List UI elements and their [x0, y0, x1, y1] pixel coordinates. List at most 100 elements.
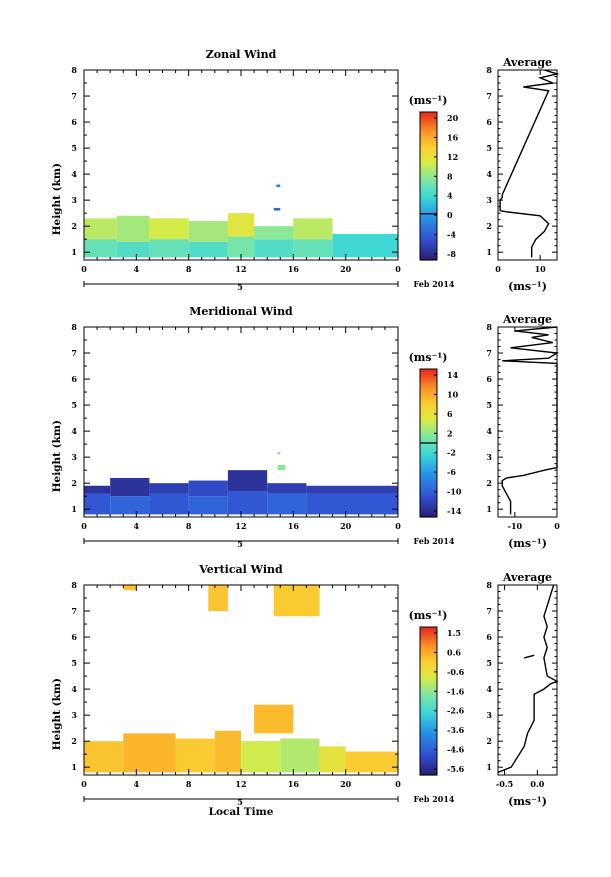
colorbar-segment — [420, 486, 437, 490]
x-tick-label: 0 — [395, 264, 401, 274]
colorbar-segment — [420, 510, 437, 513]
colorbar-segment — [420, 378, 437, 382]
colorbar-segment — [420, 647, 437, 651]
colorbar-segment — [420, 514, 437, 518]
x-tick-label: 4 — [134, 779, 140, 789]
colorbar-unit: (ms⁻¹) — [409, 351, 448, 364]
y-tick-label: 1 — [71, 504, 77, 514]
profile-y-tick-label: 2 — [486, 221, 492, 231]
y-axis-label: Height (km) — [51, 420, 63, 492]
profile-line-segment — [524, 654, 535, 659]
heatmap-cell — [208, 585, 228, 612]
panel-title: Vertical Wind — [198, 563, 283, 576]
colorbar-segment — [420, 176, 437, 180]
y-tick-label: 5 — [71, 143, 77, 153]
y-tick-label: 4 — [71, 426, 77, 436]
colorbar-segment — [420, 199, 437, 203]
colorbar-segment — [420, 146, 437, 150]
colorbar-segment — [420, 682, 437, 686]
colorbar-segment — [420, 466, 437, 470]
colorbar-segment — [420, 633, 437, 637]
colorbar-segment — [420, 631, 437, 635]
heatmap-cell — [319, 746, 346, 773]
colorbar-segment — [420, 422, 437, 426]
heatmap-cell — [241, 741, 281, 773]
y-tick-label: 6 — [71, 117, 77, 127]
colorbar-segment — [420, 733, 437, 737]
colorbar-segment — [420, 172, 437, 176]
colorbar-segment — [420, 719, 437, 723]
colorbar-segment — [420, 137, 437, 141]
colorbar-segment — [420, 431, 437, 435]
colorbar-segment — [420, 204, 437, 208]
colorbar-segment — [420, 241, 437, 245]
colorbar-segment — [420, 440, 437, 444]
colorbar-segment — [420, 153, 437, 157]
profile-y-tick-label: 6 — [486, 632, 492, 642]
colorbar-segment — [420, 227, 437, 231]
heatmap-cell — [188, 480, 228, 497]
colorbar-segment — [420, 756, 437, 760]
colorbar-segment — [420, 744, 437, 748]
colorbar-segment — [420, 454, 437, 458]
colorbar-segment — [420, 223, 437, 226]
colorbar-segment — [420, 445, 437, 449]
colorbar-segment — [420, 181, 437, 185]
profile-title: Average — [502, 56, 552, 69]
colorbar-segment — [420, 188, 437, 192]
profile-frame — [497, 326, 558, 518]
profile-y-tick-label: 6 — [486, 374, 492, 384]
colorbar-segment — [420, 190, 437, 194]
profile-title: Average — [502, 571, 552, 584]
colorbar-segment — [420, 206, 437, 210]
profile-y-tick-label: 7 — [486, 91, 492, 101]
colorbar-segment — [420, 689, 437, 693]
colorbar-segment — [420, 236, 437, 240]
profile-x-tick-label: -10 — [508, 521, 523, 531]
profile-y-tick-label: 7 — [486, 348, 492, 358]
profile-x-tick-label: -0.5 — [496, 779, 513, 789]
colorbar-segment — [420, 480, 437, 483]
profile-x-label: (ms⁻¹) — [508, 795, 547, 808]
colorbar-segment — [420, 675, 437, 679]
colorbar-segment — [420, 385, 437, 389]
profile-x-tick-label: 0 — [495, 264, 501, 274]
colorbar-tick-label: 12 — [447, 152, 458, 162]
colorbar-segment — [420, 650, 437, 654]
colorbar-segment — [420, 707, 437, 711]
heatmap-cell — [227, 490, 268, 515]
heatmap-cell — [214, 730, 241, 773]
heatmap-cell — [175, 738, 215, 773]
profile-y-tick-label: 5 — [486, 658, 492, 668]
colorbar-segment — [420, 468, 437, 472]
colorbar-segment — [420, 195, 437, 199]
colorbar-segment — [420, 179, 437, 182]
heatmap-cell — [149, 493, 189, 515]
x-tick-label: 8 — [186, 779, 192, 789]
colorbar-segment — [420, 491, 437, 495]
colorbar-segment — [420, 128, 437, 132]
day-label: 5 — [237, 797, 243, 807]
x-tick-label: 12 — [235, 521, 246, 531]
heatmap-cell — [123, 585, 137, 591]
colorbar-segment — [420, 243, 437, 247]
colorbar-segment — [420, 429, 437, 433]
colorbar-segment — [420, 680, 437, 684]
heatmap-cell — [123, 733, 176, 773]
y-tick-label: 8 — [71, 322, 77, 332]
colorbar-segment — [420, 687, 437, 691]
colorbar-tick-label: 2 — [447, 428, 453, 438]
colorbar-segment — [420, 673, 437, 677]
heatmap-cell — [280, 738, 320, 773]
colorbar-segment — [420, 167, 437, 171]
colorbar-segment — [420, 447, 437, 451]
colorbar-segment — [420, 712, 437, 716]
colorbar-segment — [420, 498, 437, 502]
colorbar-tick-label: -8 — [447, 249, 456, 259]
colorbar-segment — [420, 125, 437, 129]
y-tick-label: 3 — [71, 195, 77, 205]
colorbar-segment — [420, 373, 437, 377]
colorbar-segment — [420, 670, 437, 674]
colorbar-segment — [420, 770, 437, 774]
